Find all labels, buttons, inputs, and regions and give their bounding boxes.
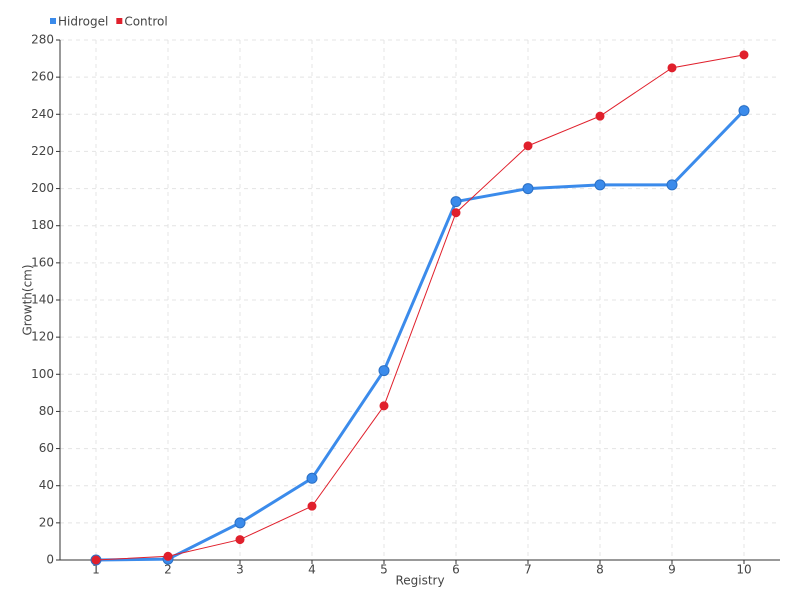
data-point [451, 208, 461, 218]
data-point [523, 141, 533, 151]
data-point [163, 551, 173, 561]
data-point [739, 50, 749, 60]
data-point [306, 472, 318, 484]
y-tick-label: 240 [31, 107, 54, 121]
data-point [379, 401, 389, 411]
legend-label: Hidrogel [58, 15, 108, 29]
data-point [307, 501, 317, 511]
y-tick-label: 100 [31, 367, 54, 381]
data-point [522, 183, 534, 195]
y-tick-label: 80 [39, 404, 54, 418]
y-tick-label: 0 [46, 553, 54, 567]
y-axis-label: Growth(cm) [21, 264, 35, 335]
y-tick-label: 200 [31, 181, 54, 195]
legend-swatch [116, 18, 123, 24]
data-point [738, 105, 750, 117]
data-point [595, 111, 605, 121]
y-tick-label: 160 [31, 255, 54, 269]
x-tick-label: 7 [524, 563, 532, 577]
y-tick-label: 60 [39, 441, 54, 455]
x-tick-label: 3 [236, 563, 244, 577]
data-point [666, 179, 678, 191]
x-tick-label: 2 [164, 563, 172, 577]
y-tick-label: 280 [31, 33, 54, 47]
data-point [234, 517, 246, 529]
y-tick-label: 140 [31, 293, 54, 307]
y-tick-label: 180 [31, 218, 54, 232]
series-line [95, 109, 746, 562]
x-tick-label: 5 [380, 563, 388, 577]
data-point [667, 63, 677, 73]
data-point [450, 196, 462, 208]
y-tick-label: 20 [39, 515, 54, 529]
x-tick-label: 6 [452, 563, 460, 577]
data-point [378, 365, 390, 377]
data-point [235, 535, 245, 545]
series-line [95, 54, 745, 561]
x-tick-label: 4 [308, 563, 316, 577]
x-axis-label: Registry [395, 574, 444, 588]
y-tick-label: 120 [31, 330, 54, 344]
legend-label: Control [124, 15, 167, 29]
legend-swatch [50, 18, 56, 24]
data-point [91, 555, 101, 565]
y-tick-label: 220 [31, 144, 54, 158]
x-tick-label: 9 [668, 563, 676, 577]
data-point [594, 179, 606, 191]
x-tick-label: 1 [92, 563, 100, 577]
y-tick-label: 260 [31, 70, 54, 84]
x-tick-label: 10 [736, 563, 751, 577]
y-tick-label: 40 [39, 478, 54, 492]
x-tick-label: 8 [596, 563, 604, 577]
